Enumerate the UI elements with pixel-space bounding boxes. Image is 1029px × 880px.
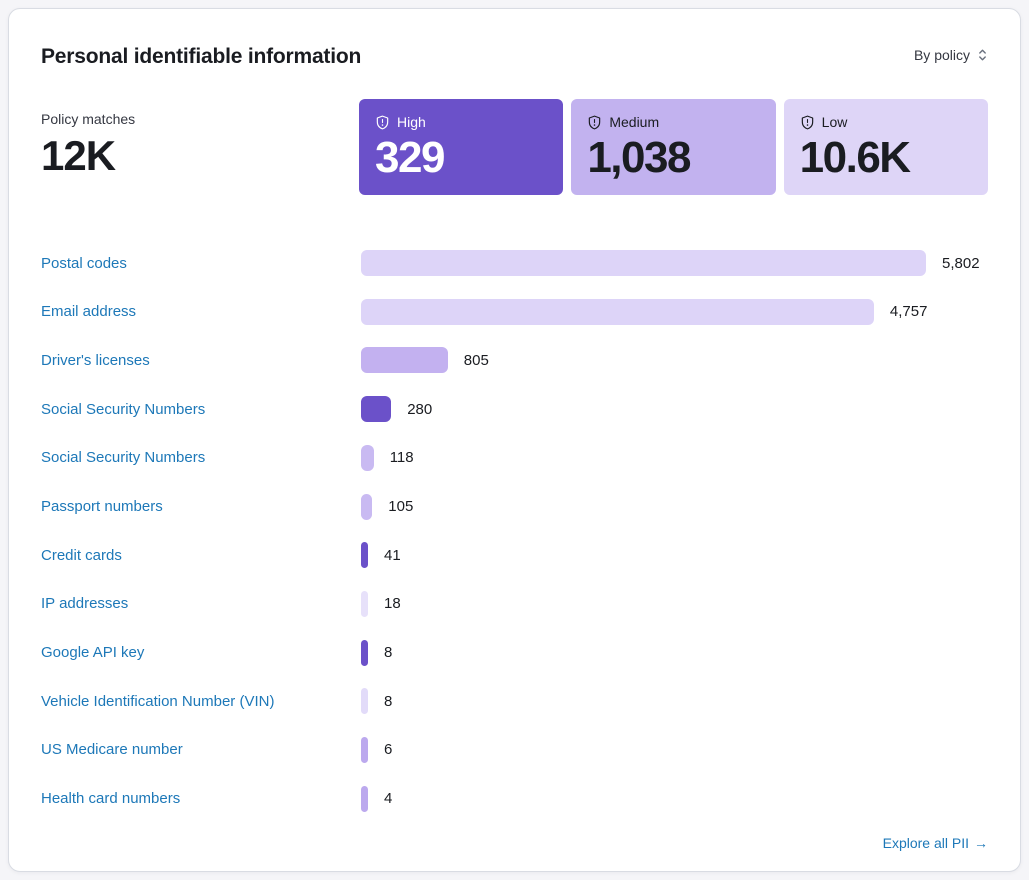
- sort-arrows-icon: [979, 49, 986, 61]
- pii-value: 118: [389, 449, 414, 467]
- policy-matches-value: 12K: [41, 132, 116, 179]
- severity-card[interactable]: High 329: [359, 99, 564, 195]
- pii-bar[interactable]: [361, 542, 368, 569]
- severity-label: High: [397, 114, 426, 130]
- pii-bar[interactable]: [361, 688, 368, 715]
- pii-bar-area: 6: [361, 736, 988, 763]
- pii-category-link[interactable]: Postal codes: [41, 254, 127, 272]
- pii-bar-area: 18: [361, 590, 988, 617]
- pii-card: Personal identifiable information By pol…: [8, 8, 1021, 872]
- pii-bar-area: 41: [361, 542, 988, 569]
- severity-card-header: High: [375, 114, 547, 130]
- pii-row: Social Security Numbers 280: [41, 385, 988, 434]
- pii-value: 805: [463, 351, 489, 369]
- pii-bar-area: 105: [361, 493, 988, 520]
- pii-row: Email address 4,757: [41, 287, 988, 336]
- pii-row: Driver's licenses 805: [41, 336, 988, 385]
- pii-value: 18: [384, 595, 401, 613]
- severity-cards: High 329 Medium 1,038 Low 10.6K: [359, 99, 988, 195]
- pii-category-link[interactable]: Social Security Numbers: [41, 449, 206, 467]
- policy-matches-label: Policy matches: [41, 111, 136, 127]
- pii-bar[interactable]: [361, 493, 373, 520]
- pii-row: Health card numbers 4: [41, 774, 988, 823]
- pii-value: 8: [384, 644, 393, 662]
- pii-bar-area: 5,802: [361, 250, 988, 277]
- severity-label: Low: [821, 114, 848, 130]
- pii-category-link[interactable]: Email address: [41, 303, 137, 321]
- pii-value: 4,757: [889, 303, 928, 321]
- sort-by-select[interactable]: By policy: [914, 43, 988, 63]
- pii-bar[interactable]: [361, 444, 374, 471]
- shield-exclamation-icon: [376, 115, 389, 129]
- pii-value: 4: [384, 790, 393, 808]
- pii-category-link[interactable]: IP addresses: [41, 595, 129, 613]
- pii-category-link[interactable]: US Medicare number: [41, 741, 183, 759]
- pii-row: IP addresses 18: [41, 580, 988, 629]
- shield-exclamation-icon: [801, 115, 813, 129]
- sort-by-label: By policy: [913, 47, 970, 63]
- pii-bar[interactable]: [361, 298, 874, 325]
- pii-bar-area: 8: [361, 688, 988, 715]
- pii-bar-area: 4: [361, 785, 988, 812]
- explore-all-pii-link[interactable]: Explore all PII →: [883, 835, 988, 851]
- pii-bar[interactable]: [361, 250, 926, 277]
- severity-card-header: Medium: [587, 114, 759, 130]
- stats-row: Policy matches 12K High 329 Medium 1,038: [41, 99, 988, 195]
- card-footer: Explore all PII →: [41, 823, 988, 851]
- pii-category-link[interactable]: Passport numbers: [41, 498, 163, 516]
- pii-category-link[interactable]: Google API key: [41, 644, 145, 662]
- severity-value: 10.6K: [799, 133, 911, 182]
- pii-value: 41: [384, 546, 401, 564]
- severity-value: 1,038: [587, 133, 691, 182]
- policy-matches-summary: Policy matches 12K: [41, 99, 359, 195]
- severity-card[interactable]: Low 10.6K: [783, 99, 988, 195]
- pii-bar[interactable]: [361, 785, 368, 812]
- pii-bar[interactable]: [361, 347, 448, 374]
- pii-row: Vehicle Identification Number (VIN) 8: [41, 677, 988, 726]
- pii-bar-area: 4,757: [361, 298, 988, 325]
- pii-category-link[interactable]: Social Security Numbers: [41, 400, 206, 418]
- pii-bar[interactable]: [361, 590, 368, 617]
- pii-category-link[interactable]: Vehicle Identification Number (VIN): [41, 692, 275, 710]
- pii-row: US Medicare number 6: [41, 726, 988, 775]
- severity-card[interactable]: Medium 1,038: [571, 99, 776, 195]
- pii-bar-area: 118: [361, 444, 988, 471]
- severity-label: Medium: [609, 114, 660, 130]
- pii-row: Postal codes 5,802: [41, 239, 988, 288]
- arrow-right-icon: →: [974, 835, 988, 851]
- severity-value: 329: [375, 133, 445, 182]
- pii-bar-chart: Postal codes 5,802 Email address 4,757 D…: [41, 239, 988, 823]
- pii-bar[interactable]: [361, 736, 368, 763]
- pii-value: 5,802: [942, 254, 980, 272]
- pii-bar-area: 8: [361, 639, 988, 666]
- pii-value: 6: [384, 741, 393, 759]
- pii-bar[interactable]: [361, 639, 368, 666]
- pii-row: Google API key 8: [41, 628, 988, 677]
- card-title: Personal identifiable information: [41, 45, 362, 68]
- pii-category-link[interactable]: Health card numbers: [41, 790, 181, 808]
- card-header: Personal identifiable information By pol…: [41, 43, 988, 71]
- pii-value: 8: [384, 692, 393, 710]
- pii-row: Credit cards 41: [41, 531, 988, 580]
- pii-value: 280: [407, 400, 433, 418]
- pii-bar[interactable]: [361, 396, 392, 423]
- shield-exclamation-icon: [589, 115, 601, 129]
- pii-category-link[interactable]: Credit cards: [41, 546, 122, 564]
- pii-value: 105: [388, 498, 414, 516]
- pii-row: Passport numbers 105: [41, 482, 988, 531]
- pii-bar-area: 805: [361, 347, 988, 374]
- pii-row: Social Security Numbers 118: [41, 434, 988, 483]
- severity-card-header: Low: [800, 114, 972, 130]
- pii-category-link[interactable]: Driver's licenses: [41, 351, 150, 369]
- explore-all-pii-label: Explore all PII: [882, 835, 969, 851]
- pii-bar-area: 280: [361, 396, 988, 423]
